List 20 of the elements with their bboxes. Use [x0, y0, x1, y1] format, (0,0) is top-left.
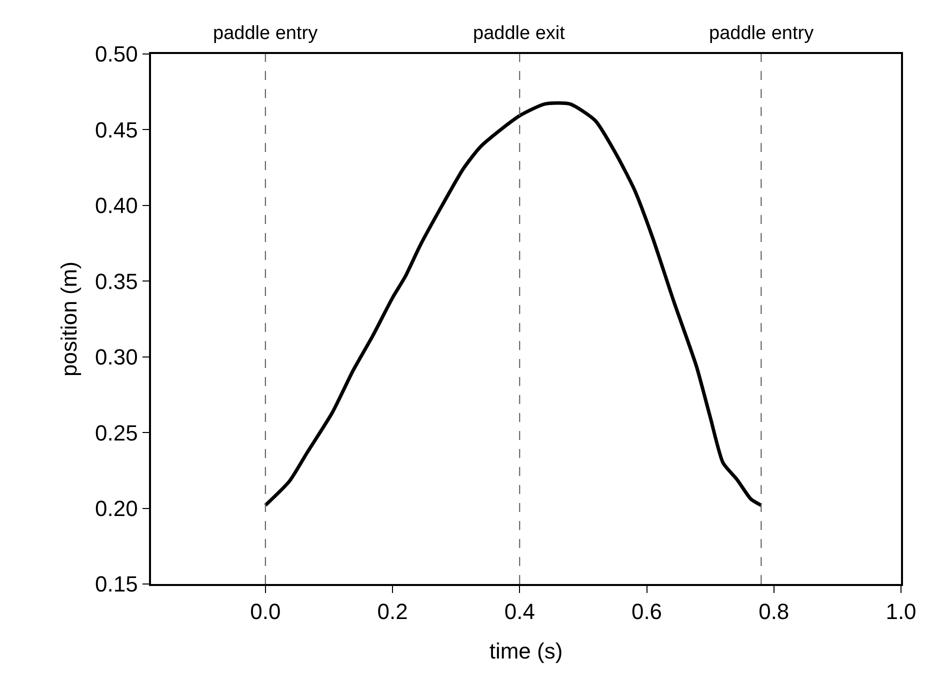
x-axis-title: time (s)	[489, 638, 563, 664]
y-tick-label: 0.50	[95, 42, 138, 67]
x-tick-label: 0.0	[250, 599, 281, 624]
y-tick-label: 0.35	[95, 268, 138, 294]
line-series	[264, 101, 763, 508]
y-axis-title: position (m)	[56, 262, 82, 376]
y-tick-label: 0.15	[95, 572, 138, 597]
y-tick-label: 0.40	[95, 193, 138, 218]
ref-line-label: paddle entry	[213, 23, 318, 44]
x-tick-label: 0.6	[631, 599, 662, 624]
y-tick-label: 0.45	[95, 117, 138, 142]
y-tick-label: 0.30	[95, 344, 138, 370]
x-tick-label: 0.8	[758, 599, 790, 624]
ref-line-label: paddle exit	[473, 23, 566, 44]
x-tick-label: 1.0	[886, 599, 916, 624]
x-tick-label: 0.2	[377, 599, 408, 624]
ref-line-label: paddle entry	[709, 23, 814, 44]
x-tick-label: 0.4	[504, 599, 535, 624]
y-tick-label: 0.20	[95, 496, 138, 521]
y-tick-label: 0.25	[95, 420, 138, 446]
